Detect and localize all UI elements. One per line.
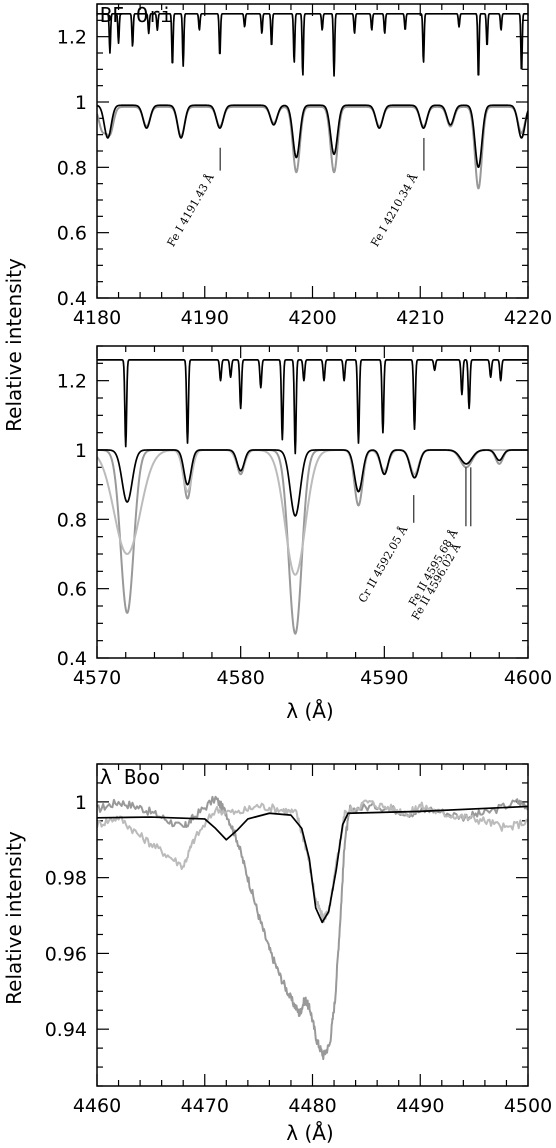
x-tick-label: 4580 <box>216 667 264 689</box>
annotation-label: Fe I 4210.34 Å <box>367 170 421 249</box>
lambda-boo-x-axis-label: λ (Å) <box>286 1121 333 1145</box>
y-tick-label: 1 <box>75 92 87 114</box>
y-tick-label: 1 <box>75 440 87 462</box>
x-tick-label: 4590 <box>360 667 408 689</box>
annotation-label: Fe I 4191.43 Å <box>164 170 218 249</box>
series-line-model-spectrum <box>97 805 528 924</box>
x-tick-label: 4210 <box>396 307 444 329</box>
y-tick-label: 0.8 <box>57 157 87 179</box>
series-line-model-spectrum <box>97 449 528 517</box>
x-tick-label: 4490 <box>396 1095 444 1117</box>
x-tick-label: 4480 <box>288 1095 336 1117</box>
bf-ori-title: BF Ori <box>100 3 172 27</box>
middle-panel-x-axis-label: λ (Å) <box>286 699 333 723</box>
bf-ori-panel-4570: 4570 4580 4590 4600 0.4 0.6 0.8 1 1.2 Cr II 4592.… <box>57 345 552 689</box>
y-tick-label: 0.8 <box>57 509 87 531</box>
lambda-boo-title: λ Boo <box>100 765 160 789</box>
plot-frame <box>96 3 529 299</box>
annotation-label: Cr II 4592.05 Å <box>355 522 411 605</box>
plot-frame <box>96 345 529 659</box>
series-line-observed-spectrum <box>97 105 528 190</box>
x-tick-label: 4190 <box>181 307 229 329</box>
shared-y-axis-label: Relative intensity <box>2 258 26 432</box>
y-tick-label: 0.4 <box>57 648 87 670</box>
lambda-boo-y-axis-label: Relative intensity <box>2 831 26 1005</box>
x-tick-label: 4460 <box>73 1095 121 1117</box>
x-tick-label: 4220 <box>504 307 552 329</box>
series-line-reference-spectrum <box>97 359 528 455</box>
y-tick-label: 0.6 <box>57 579 87 601</box>
y-tick-label: 1.2 <box>57 371 87 393</box>
x-tick-label: 4200 <box>288 307 336 329</box>
series-line-observed-spectrum-1 <box>97 795 528 1061</box>
x-tick-label: 4500 <box>504 1095 552 1117</box>
bf-ori-panel-4180: 4180 4190 4200 4210 4220 0.4 0.6 0.8 1 1.2 Fe I 41… <box>57 3 552 329</box>
plot-frame <box>96 763 529 1087</box>
x-tick-label: 4470 <box>181 1095 229 1117</box>
lambda-boo-panel: 4460 4470 4480 4490 4500 0.94 0.96 0.98 1 <box>45 763 552 1117</box>
plot-area <box>97 359 528 635</box>
series-line-observed-spectrum-2 <box>97 449 528 576</box>
y-tick-label: 0.98 <box>45 868 87 890</box>
y-tick-label: 1 <box>75 792 87 814</box>
plot-area <box>97 795 528 1061</box>
y-tick-label: 0.4 <box>57 288 87 310</box>
x-tick-label: 4600 <box>504 667 552 689</box>
x-tick-label: 4570 <box>73 667 121 689</box>
series-line-reference-spectrum <box>97 12 528 77</box>
y-tick-label: 0.96 <box>45 943 87 965</box>
y-tick-label: 0.94 <box>45 1019 87 1041</box>
y-tick-label: 1.2 <box>57 27 87 49</box>
y-tick-label: 0.6 <box>57 223 87 245</box>
x-tick-label: 4180 <box>73 307 121 329</box>
series-line-model-spectrum <box>97 104 528 169</box>
plot-area <box>97 12 528 190</box>
